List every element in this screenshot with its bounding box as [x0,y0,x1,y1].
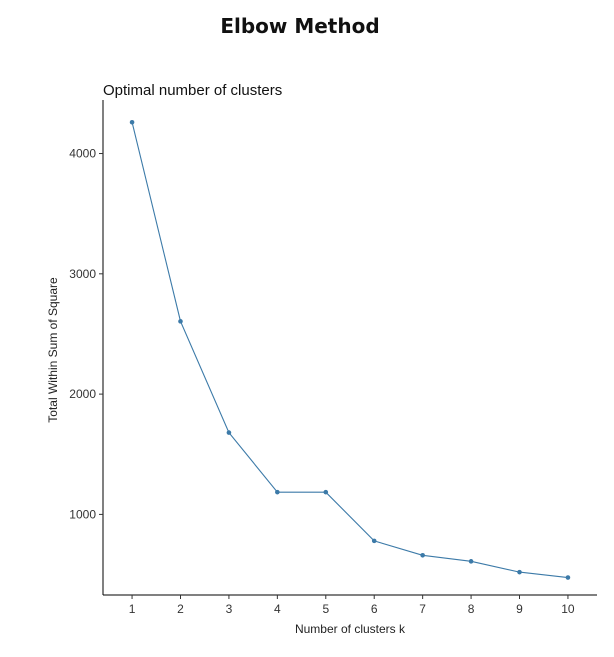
y-axis-label: Total Within Sum of Square [46,277,60,423]
data-point [226,430,232,435]
y-ticks: 1000 2000 3000 4000 [69,147,103,521]
data-point [129,119,135,125]
x-tick-label: 2 [177,602,184,616]
x-tick-label: 7 [419,602,426,616]
x-tick-label: 10 [561,602,575,616]
data-point [517,569,522,575]
y-tick-label: 1000 [69,507,96,521]
chart-title: Optimal number of clusters [103,82,282,99]
data-point [178,319,183,324]
axes [102,100,597,596]
x-tick-label: 5 [322,602,329,616]
x-tick-label: 4 [274,602,281,616]
data-point [420,553,425,558]
y-tick-label: 2000 [69,387,96,401]
data-point [275,489,280,495]
figure-title: Elbow Method [220,14,380,38]
x-tick-label: 3 [226,602,233,616]
y-tick-label: 4000 [69,147,96,161]
x-tick-label: 1 [129,602,136,616]
data-point [323,489,329,495]
data-points [129,119,571,580]
x-tick-label: 9 [516,602,523,616]
data-point [565,575,571,580]
data-point [468,559,474,564]
x-tick-label: 8 [468,602,475,616]
x-axis-label: Number of clusters k [295,622,406,636]
data-point [371,538,377,544]
series-line [131,122,568,579]
y-tick-label: 3000 [69,267,96,281]
x-tick-label: 6 [371,602,378,616]
x-ticks: 1 2 3 4 5 6 7 8 9 10 [129,595,575,616]
